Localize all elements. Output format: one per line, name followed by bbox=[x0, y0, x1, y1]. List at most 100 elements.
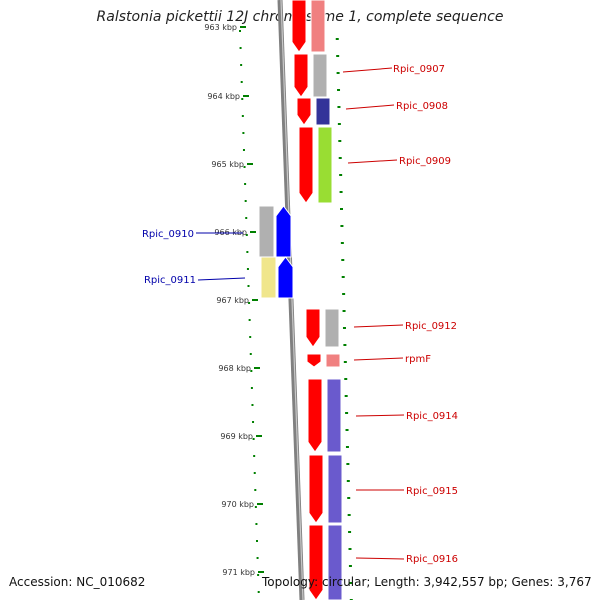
kbp-tick-label: 968 kbp bbox=[218, 364, 251, 373]
cds-arrow bbox=[275, 205, 292, 258]
cds-arrow bbox=[308, 454, 324, 524]
kbp-tick-label: 967 kbp bbox=[216, 296, 249, 305]
guide-dot bbox=[343, 361, 347, 363]
guide-dot bbox=[340, 225, 344, 227]
gene-Rpic_0916[interactable] bbox=[308, 524, 343, 600]
guide-dot bbox=[343, 344, 347, 346]
guide-dot bbox=[256, 557, 259, 559]
label-leader bbox=[353, 357, 404, 361]
cog-box bbox=[327, 524, 343, 600]
gene-rpmF[interactable] bbox=[306, 353, 341, 368]
guide-dot bbox=[348, 531, 352, 533]
cog-box bbox=[315, 97, 331, 126]
gene-label[interactable]: Rpic_0908 bbox=[396, 101, 448, 112]
guide-dot bbox=[246, 251, 249, 253]
cds-arrow bbox=[296, 97, 312, 126]
guide-dot bbox=[253, 455, 256, 457]
guide-dot bbox=[250, 370, 253, 372]
cog-box bbox=[325, 353, 341, 368]
guide-dot bbox=[340, 242, 344, 244]
guide-dot bbox=[245, 234, 248, 236]
guide-dot bbox=[347, 514, 351, 516]
kbp-tick-label: 970 kbp bbox=[221, 500, 254, 509]
guide-dot bbox=[344, 378, 348, 380]
guide-dot bbox=[346, 480, 350, 482]
gene-track bbox=[258, 0, 343, 600]
guide-dot bbox=[244, 183, 247, 185]
kbp-tick-label: 963 kbp bbox=[204, 23, 237, 32]
guide-dot bbox=[341, 259, 345, 261]
guide-dot bbox=[345, 446, 349, 448]
guide-dot bbox=[345, 429, 349, 431]
cds-arrow bbox=[293, 53, 309, 98]
cog-box bbox=[324, 308, 340, 348]
guide-dot bbox=[337, 89, 341, 91]
cds-arrow bbox=[307, 378, 323, 453]
gene-label[interactable]: Rpic_0915 bbox=[406, 486, 458, 497]
guide-dot bbox=[342, 310, 346, 312]
cog-box bbox=[310, 0, 326, 53]
guide-dot bbox=[251, 404, 254, 406]
cds-arrow bbox=[306, 353, 322, 368]
guide-dot bbox=[341, 276, 345, 278]
cds-arrow bbox=[298, 126, 314, 204]
gene-Rpic_0910[interactable] bbox=[258, 205, 292, 258]
guide-dot bbox=[252, 438, 255, 440]
chromosome-backbone bbox=[277, 0, 305, 600]
guide-dot bbox=[339, 191, 343, 193]
guide-dot bbox=[248, 319, 251, 321]
guide-dot bbox=[345, 412, 349, 414]
kbp-tick-label: 969 kbp bbox=[220, 432, 253, 441]
guide-dot bbox=[337, 106, 341, 108]
guide-dot bbox=[241, 98, 244, 100]
gene-Rpic_0915[interactable] bbox=[308, 454, 343, 524]
gene-Rpic_0909[interactable] bbox=[298, 126, 333, 204]
gene-labels: Rpic_0907 Rpic_0908 Rpic_0909 Rpic_0910 Rpic… bbox=[142, 64, 458, 565]
cog-box bbox=[326, 378, 342, 453]
guide-dot bbox=[257, 591, 260, 593]
guide-dot bbox=[245, 217, 248, 219]
guide-dot bbox=[242, 132, 245, 134]
gene-label[interactable]: Rpic_0916 bbox=[406, 554, 458, 565]
guide-dot bbox=[254, 506, 257, 508]
guide-dot bbox=[337, 123, 341, 125]
guide-dot bbox=[249, 336, 252, 338]
gene-label[interactable]: Rpic_0910 bbox=[142, 229, 194, 240]
gene-label[interactable]: Rpic_0911 bbox=[144, 275, 196, 286]
guide-dot bbox=[338, 140, 342, 142]
guide-dot bbox=[346, 463, 350, 465]
gene-label[interactable]: Rpic_0909 bbox=[399, 156, 451, 167]
gene-Rpic_0914[interactable] bbox=[307, 378, 342, 453]
gene-unnamed[interactable] bbox=[291, 0, 326, 53]
guide-dot bbox=[342, 293, 346, 295]
guide-dot bbox=[244, 200, 247, 202]
gene-label[interactable]: Rpic_0907 bbox=[393, 64, 445, 75]
gene-label[interactable]: Rpic_0914 bbox=[406, 411, 458, 422]
gene-Rpic_0907[interactable] bbox=[293, 53, 328, 98]
guide-dot bbox=[257, 574, 260, 576]
guide-dot bbox=[347, 497, 351, 499]
accession-text: Accession: NC_010682 bbox=[9, 575, 146, 589]
gene-Rpic_0908[interactable] bbox=[296, 97, 331, 126]
label-leader bbox=[342, 67, 393, 73]
gene-label[interactable]: Rpic_0912 bbox=[405, 321, 457, 332]
label-leader bbox=[355, 414, 405, 417]
gene-label[interactable]: rpmF bbox=[405, 354, 431, 365]
guide-dot bbox=[339, 174, 343, 176]
guide-dot bbox=[253, 472, 256, 474]
cds-arrow bbox=[277, 256, 294, 299]
gene-Rpic_0912[interactable] bbox=[305, 308, 340, 348]
guide-dot bbox=[348, 548, 352, 550]
cog-box bbox=[258, 205, 275, 258]
guide-dot bbox=[336, 55, 340, 57]
guide-dot bbox=[242, 149, 245, 151]
gene-Rpic_0911[interactable] bbox=[260, 256, 294, 299]
guide-dot bbox=[241, 115, 244, 117]
guide-dot bbox=[344, 395, 348, 397]
kbp-tick-label: 965 kbp bbox=[211, 160, 244, 169]
guide-dot bbox=[239, 30, 241, 32]
cds-arrow bbox=[305, 308, 321, 348]
guide-dot bbox=[239, 47, 242, 49]
